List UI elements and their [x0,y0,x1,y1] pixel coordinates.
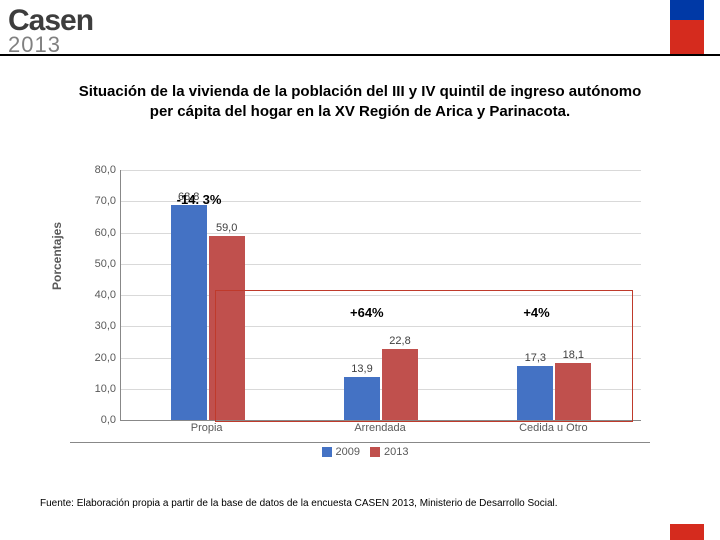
highlight-box [215,290,633,422]
legend-label: 2009 [336,446,360,458]
category-label: Arrendada [354,422,405,434]
y-tick: 50,0 [74,258,116,270]
category-label: Cedida u Otro [519,422,587,434]
bar [171,205,207,420]
y-tick: 10,0 [74,383,116,395]
legend: 2009 2013 [70,442,650,458]
y-tick: 40,0 [74,289,116,301]
chart: Porcentajes 68,859,013,922,817,318,1 200… [70,160,650,460]
header: Casen 2013 [0,0,720,58]
y-tick: 70,0 [74,195,116,207]
bar-value: 59,0 [216,222,237,234]
grid-line [121,170,641,171]
y-tick: 30,0 [74,320,116,332]
legend-swatch [322,447,332,457]
y-tick: 80,0 [74,164,116,176]
flag-blue [670,0,704,20]
y-axis-label: Porcentajes [50,222,64,290]
y-tick: 20,0 [74,352,116,364]
annotation: -14. 3% [177,192,222,207]
footer-flag [670,524,704,540]
chart-title: Situación de la vivienda de la población… [70,82,650,123]
legend-label: 2013 [384,446,408,458]
y-tick: 60,0 [74,227,116,239]
category-label: Propia [191,422,223,434]
legend-swatch [370,447,380,457]
y-tick: 0,0 [74,414,116,426]
source-note: Fuente: Elaboración propia a partir de l… [40,498,558,509]
header-divider [0,54,720,56]
